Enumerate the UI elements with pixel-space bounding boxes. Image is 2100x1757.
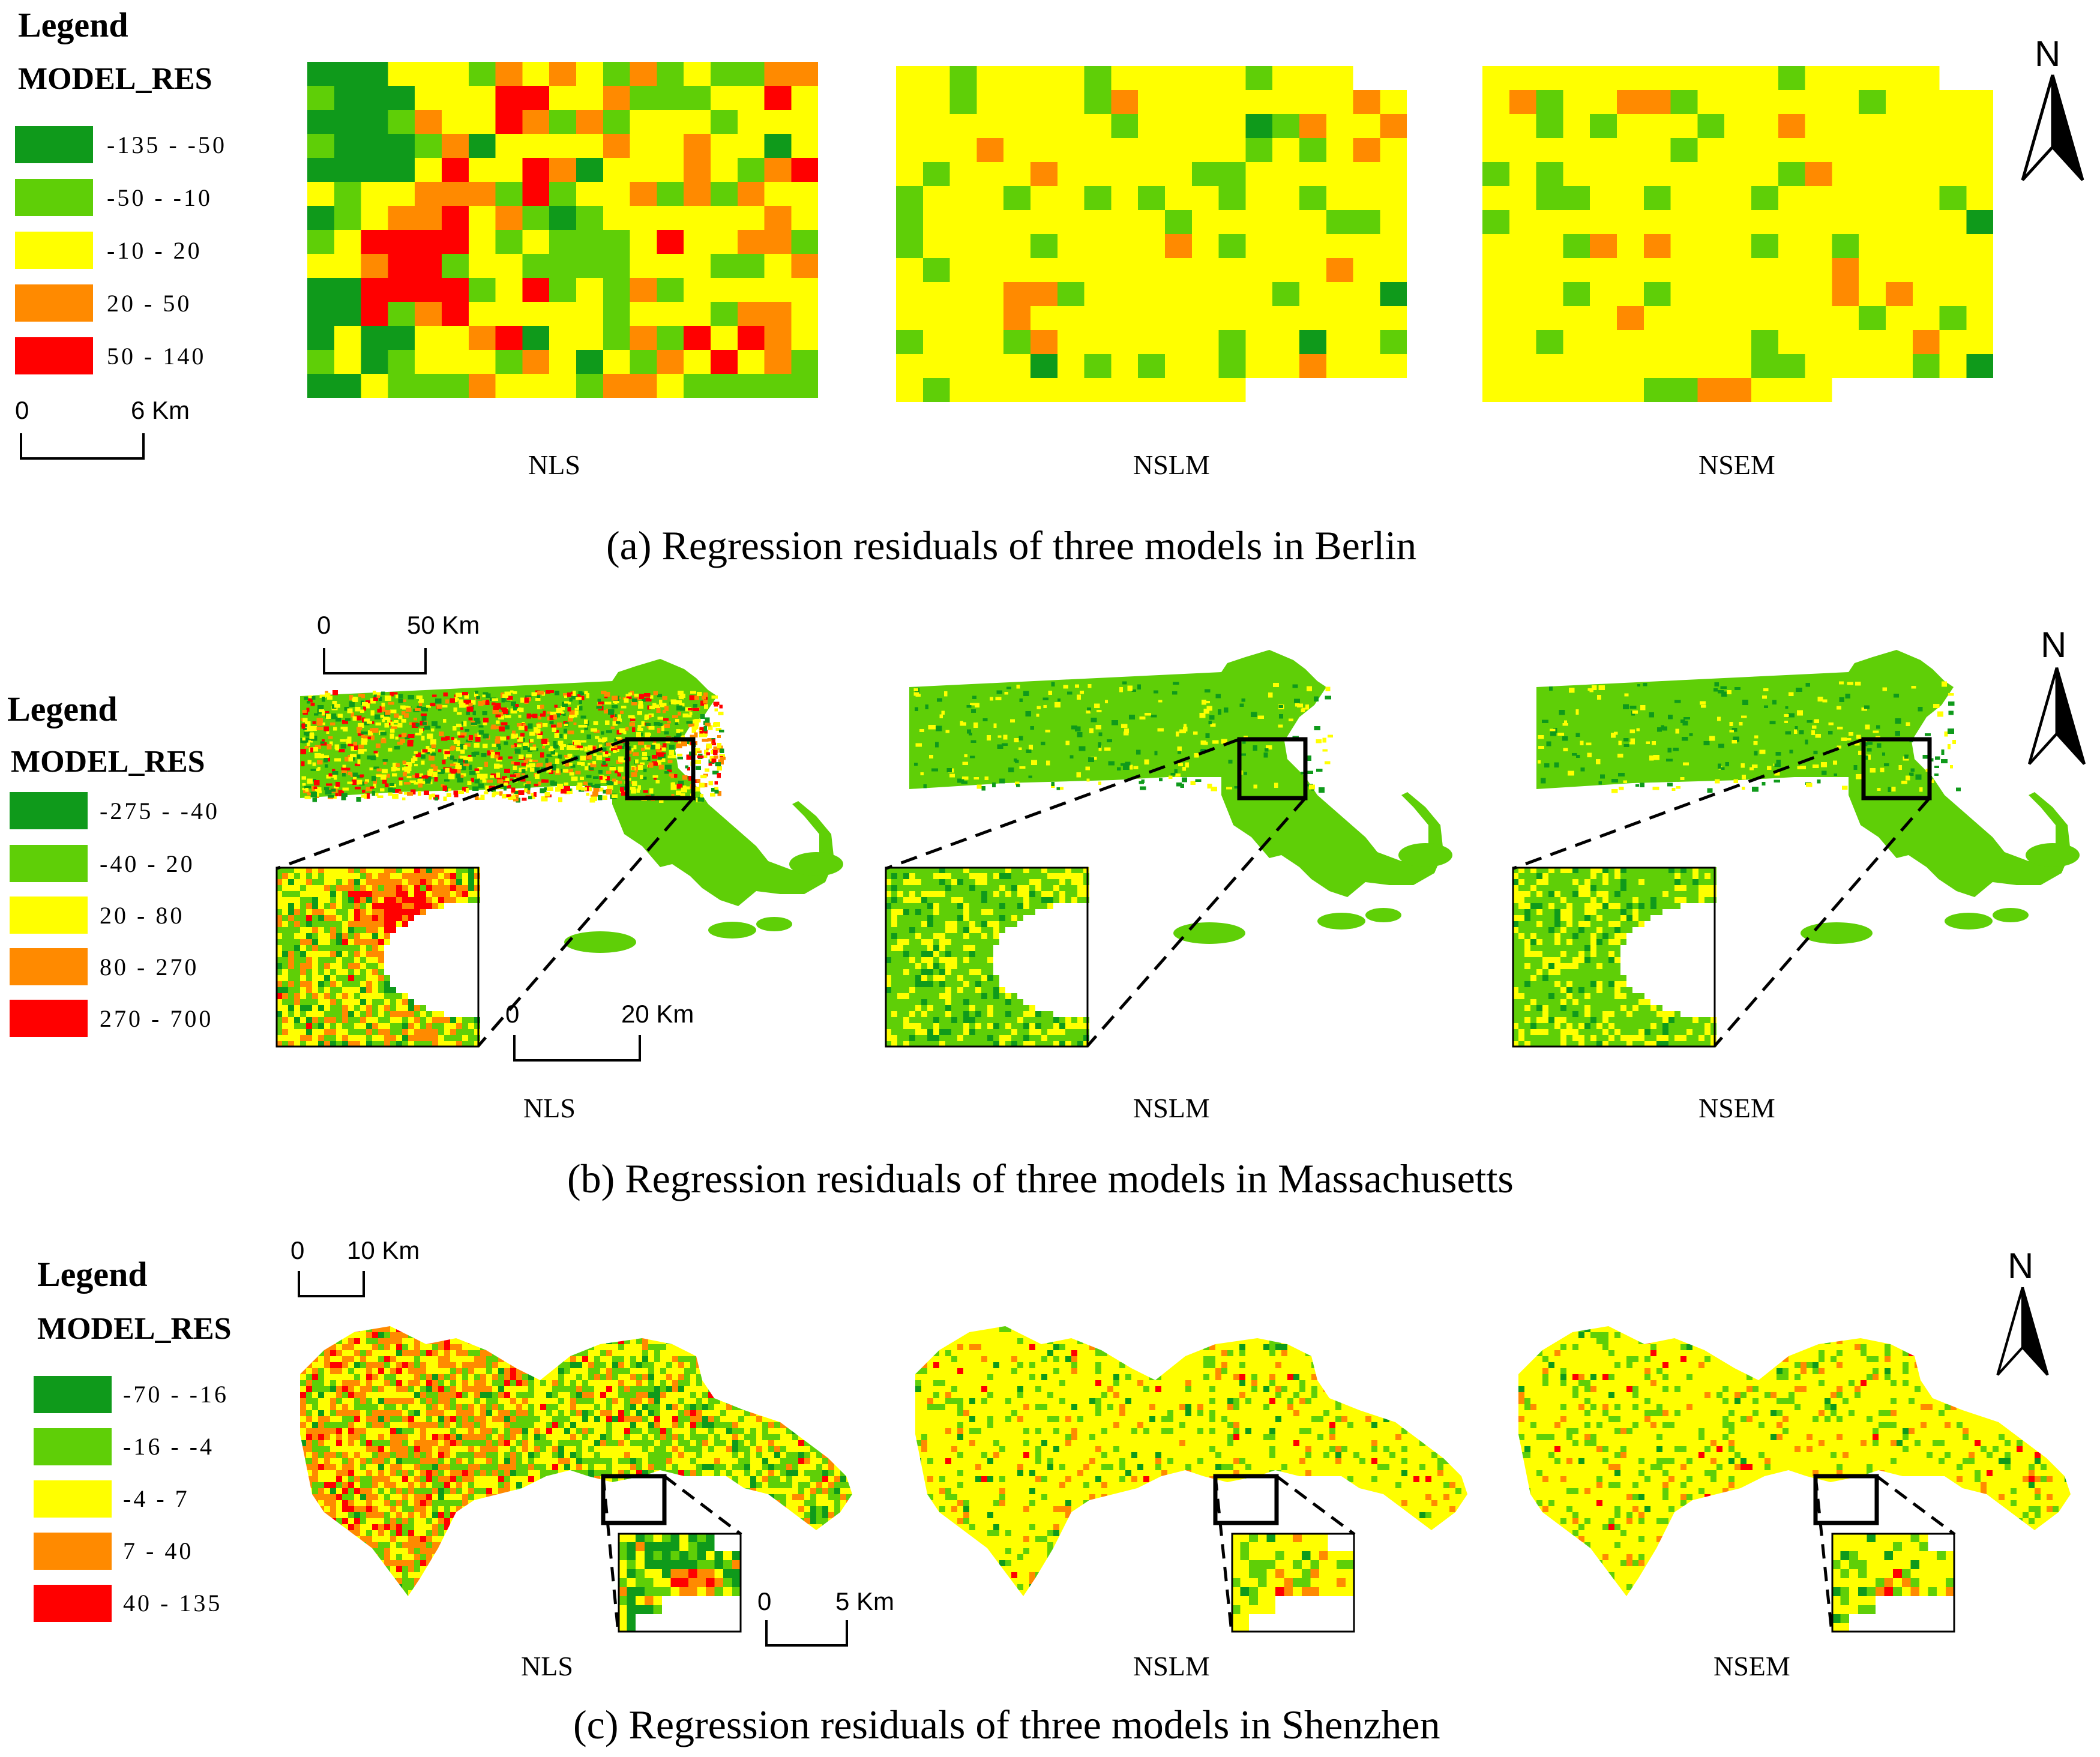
inset-scale-bar (765, 1620, 848, 1647)
caption-massachusetts: (b) Regression residuals of three models… (567, 1155, 1514, 1203)
legend-range-2: -50 - -10 (107, 184, 212, 212)
legend-swatch-2 (34, 1428, 112, 1465)
legend-swatch-1 (10, 792, 88, 829)
map-label-nsem: NSEM (1698, 1092, 1775, 1124)
map-label-nsem: NSEM (1698, 449, 1775, 481)
legend-range-5: 50 - 140 (107, 342, 206, 370)
caption-shenzhen: (c) Regression residuals of three models… (573, 1701, 1440, 1749)
legend-title: Legend (7, 689, 118, 729)
legend-range-5: 270 - 700 (100, 1005, 213, 1033)
legend-title: Legend (18, 5, 128, 45)
map-nsem (1482, 66, 1994, 402)
scale-bar (323, 648, 427, 674)
legend-field: MODEL_RES (11, 744, 205, 779)
map-nls (300, 1326, 852, 1596)
north-label: N (2041, 624, 2066, 665)
legend-range-3: -10 - 20 (107, 236, 202, 265)
map-nsem (1518, 1326, 2071, 1596)
inset-nslm (885, 866, 1089, 1048)
legend-swatch-2 (15, 179, 93, 216)
north-label: N (2035, 33, 2060, 74)
map-label-nls: NLS (521, 1650, 573, 1682)
north-arrow-icon (2027, 667, 2086, 765)
legend-swatch-4 (15, 284, 93, 322)
map-label-nls: NLS (528, 449, 580, 481)
legend-range-5: 40 - 135 (123, 1589, 222, 1617)
north-arrow-icon (2021, 74, 2084, 181)
scale-start: 0 (15, 396, 29, 425)
map-label-nslm: NSLM (1133, 1092, 1210, 1124)
inset-nsem (1512, 866, 1716, 1048)
map-nls (307, 62, 819, 398)
inset-nls (618, 1533, 742, 1633)
legend-range-3: 20 - 80 (100, 901, 184, 930)
map-label-nsem: NSEM (1713, 1650, 1790, 1682)
legend-swatch-1 (15, 126, 93, 163)
legend-range-4: 20 - 50 (107, 289, 191, 317)
legend-range-4: 80 - 270 (100, 953, 199, 981)
caption-berlin: (a) Regression residuals of three models… (606, 522, 1416, 569)
legend-swatch-5 (10, 1000, 88, 1037)
map-nslm (915, 1326, 1467, 1596)
legend-range-1: -275 - -40 (100, 797, 220, 825)
inset-scale-bar (513, 1035, 641, 1062)
inset-scale-end: 20 Km (621, 1000, 694, 1029)
legend-swatch-5 (34, 1585, 112, 1622)
legend-field: MODEL_RES (18, 61, 212, 97)
scale-start: 0 (317, 611, 331, 640)
legend-swatch-3 (10, 897, 88, 934)
inset-nslm (1231, 1533, 1355, 1633)
map-nls (300, 659, 843, 953)
north-label: N (2008, 1245, 2033, 1287)
map-nsem (1536, 650, 2080, 944)
scale-start: 0 (290, 1236, 304, 1265)
inset-scale-start: 0 (505, 1000, 519, 1029)
map-nslm (909, 650, 1452, 944)
legend-title: Legend (37, 1254, 148, 1294)
inset-scale-end: 5 Km (835, 1587, 894, 1616)
legend-range-3: -4 - 7 (123, 1485, 190, 1513)
map-label-nls: NLS (523, 1092, 576, 1124)
map-label-nslm: NSLM (1133, 1650, 1210, 1682)
scale-bar (20, 433, 145, 460)
legend-swatch-4 (10, 948, 88, 985)
legend-range-4: 7 - 40 (123, 1537, 193, 1565)
legend-swatch-1 (34, 1376, 112, 1413)
scale-end: 6 Km (131, 396, 190, 425)
legend-swatch-3 (15, 232, 93, 269)
legend-range-1: -135 - -50 (107, 131, 227, 159)
map-nslm (896, 66, 1407, 402)
scale-end: 10 Km (347, 1236, 420, 1265)
legend-range-2: -40 - 20 (100, 850, 195, 878)
map-label-nslm: NSLM (1133, 449, 1210, 481)
inset-nsem (1831, 1533, 1955, 1633)
north-arrow-icon (1996, 1287, 2049, 1376)
legend-swatch-3 (34, 1480, 112, 1518)
legend-range-2: -16 - -4 (123, 1432, 214, 1461)
legend-swatch-4 (34, 1533, 112, 1570)
scale-bar (298, 1271, 365, 1297)
legend-swatch-2 (10, 845, 88, 882)
scale-end: 50 Km (407, 611, 480, 640)
legend-range-1: -70 - -16 (123, 1380, 229, 1408)
inset-scale-start: 0 (757, 1587, 771, 1616)
legend-swatch-5 (15, 337, 93, 374)
inset-nls (275, 866, 480, 1048)
legend-field: MODEL_RES (37, 1311, 232, 1347)
